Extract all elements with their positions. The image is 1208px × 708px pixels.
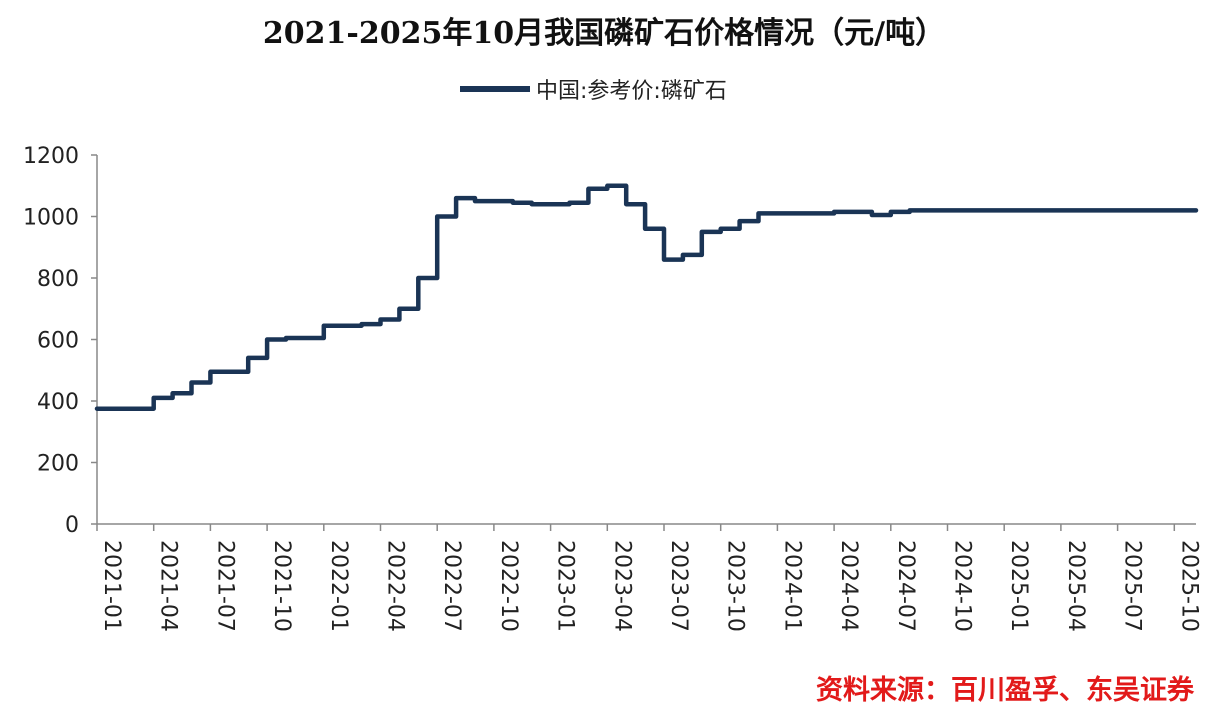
x-tick-label: 2024-07: [893, 540, 918, 632]
x-tick-label: 2023-01: [553, 540, 578, 632]
x-tick-label: 2023-04: [609, 540, 634, 632]
x-tick-label: 2022-07: [439, 540, 464, 632]
y-tick-label: 1000: [23, 206, 79, 231]
x-tick-label: 2025-04: [1063, 540, 1088, 632]
x-tick-label: 2024-04: [836, 540, 861, 632]
x-tick-label: 2024-01: [779, 540, 804, 632]
y-axis-ticks: 0 200 400 600 800 1000 1200: [23, 144, 97, 538]
x-tick-label: 2025-07: [1120, 540, 1145, 632]
y-tick-label: 1200: [23, 144, 79, 169]
x-tick-label: 2023-07: [666, 540, 691, 632]
x-tick-label: 2021-07: [212, 540, 237, 632]
y-tick-label: 0: [65, 513, 79, 538]
y-tick-label: 800: [37, 267, 79, 292]
x-tick-label: 2024-10: [950, 540, 975, 632]
series-line-0: [94, 183, 1199, 411]
x-tick-label: 2021-01: [99, 540, 124, 632]
x-tick-label: 2022-01: [326, 540, 351, 632]
x-tick-label: 2022-04: [383, 540, 408, 632]
x-tick-label: 2025-10: [1176, 540, 1201, 632]
legend-label: 中国:参考价:磷矿石: [536, 79, 727, 104]
chart-title: 2021-2025年10月我国磷矿石价格情况（元/吨）: [262, 16, 946, 51]
x-axis-ticks: 2021-01 2021-04 2021-07 2021-10 2022-01 2022-…: [96, 524, 1201, 632]
x-tick-label: 2022-10: [496, 540, 521, 632]
legend-swatch: [460, 86, 530, 92]
y-tick-label: 200: [37, 452, 79, 477]
chart-legend: 中国:参考价:磷矿石: [460, 74, 727, 104]
y-tick-label: 600: [37, 329, 79, 354]
x-tick-label: 2025-01: [1006, 540, 1031, 632]
y-tick-label: 400: [37, 390, 79, 415]
source-note: 资料来源：百川盈孚、东吴证券: [816, 675, 1194, 706]
x-tick-label: 2023-10: [723, 540, 748, 632]
x-tick-label: 2021-10: [269, 540, 294, 632]
x-tick-label: 2021-04: [156, 540, 181, 632]
series-layer: [94, 183, 1199, 411]
